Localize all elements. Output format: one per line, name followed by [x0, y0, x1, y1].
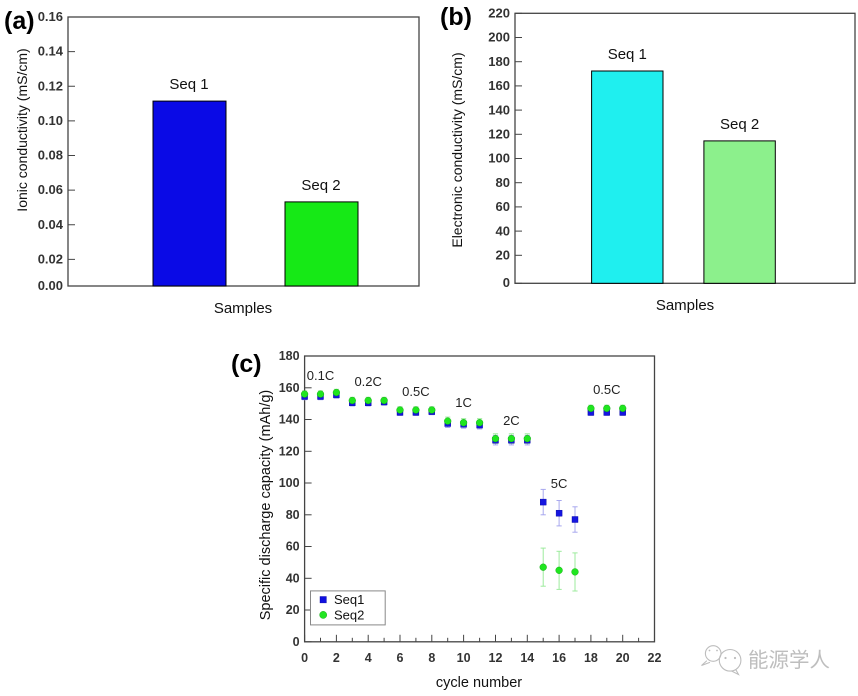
svg-text:cycle number: cycle number — [436, 675, 522, 691]
svg-text:0.16: 0.16 — [38, 9, 63, 24]
svg-text:Specific discharge capacity (m: Specific discharge capacity (mAh/g) — [258, 390, 274, 621]
svg-text:0.04: 0.04 — [38, 217, 64, 232]
svg-text:0.00: 0.00 — [38, 278, 63, 293]
svg-text:18: 18 — [584, 651, 598, 665]
svg-text:0.14: 0.14 — [38, 44, 64, 59]
svg-text:Seq 2: Seq 2 — [301, 177, 340, 194]
svg-text:0.02: 0.02 — [38, 251, 63, 266]
svg-text:16: 16 — [552, 651, 566, 665]
svg-text:Samples: Samples — [656, 297, 714, 314]
svg-text:0.12: 0.12 — [38, 78, 63, 93]
svg-text:180: 180 — [279, 349, 300, 363]
svg-text:(b): (b) — [440, 3, 472, 31]
svg-text:100: 100 — [279, 476, 300, 490]
svg-text:Electronic conductivity (mS/cm: Electronic conductivity (mS/cm) — [449, 52, 465, 247]
svg-text:10: 10 — [457, 651, 471, 665]
svg-text:0.2C: 0.2C — [354, 374, 381, 389]
svg-text:20: 20 — [286, 603, 300, 617]
svg-text:2: 2 — [333, 651, 340, 665]
svg-text:Seq1: Seq1 — [334, 592, 364, 607]
svg-text:4: 4 — [365, 651, 372, 665]
svg-text:2C: 2C — [503, 413, 520, 428]
svg-text:120: 120 — [488, 127, 510, 142]
svg-text:180: 180 — [488, 54, 510, 69]
svg-text:200: 200 — [488, 30, 510, 45]
svg-text:60: 60 — [286, 540, 300, 554]
svg-text:220: 220 — [488, 6, 510, 21]
svg-text:60: 60 — [496, 199, 510, 214]
svg-text:Ionic conductivity (mS/cm): Ionic conductivity (mS/cm) — [14, 48, 30, 211]
svg-text:22: 22 — [648, 651, 662, 665]
svg-text:40: 40 — [496, 223, 510, 238]
svg-text:20: 20 — [616, 651, 630, 665]
svg-text:0.5C: 0.5C — [593, 382, 620, 397]
svg-text:0.1C: 0.1C — [307, 368, 334, 383]
svg-text:1C: 1C — [455, 395, 472, 410]
svg-text:140: 140 — [488, 102, 510, 117]
svg-text:0.08: 0.08 — [38, 148, 63, 163]
svg-text:Seq2: Seq2 — [334, 608, 364, 623]
svg-text:0.06: 0.06 — [38, 182, 63, 197]
svg-text:0: 0 — [503, 275, 510, 290]
svg-text:8: 8 — [428, 651, 435, 665]
svg-text:120: 120 — [279, 445, 300, 459]
svg-text:12: 12 — [489, 651, 503, 665]
svg-text:0: 0 — [293, 635, 300, 649]
svg-text:Samples: Samples — [214, 300, 272, 317]
svg-text:14: 14 — [520, 651, 534, 665]
svg-text:(c): (c) — [231, 350, 262, 378]
svg-text:20: 20 — [496, 248, 510, 263]
svg-text:0.5C: 0.5C — [402, 384, 429, 399]
svg-text:160: 160 — [488, 78, 510, 93]
svg-text:80: 80 — [286, 508, 300, 522]
svg-text:5C: 5C — [551, 476, 568, 491]
svg-text:0.10: 0.10 — [38, 113, 63, 128]
svg-text:(a): (a) — [4, 7, 35, 35]
svg-text:6: 6 — [397, 651, 404, 665]
svg-text:0: 0 — [301, 651, 308, 665]
svg-text:80: 80 — [496, 175, 510, 190]
svg-text:Seq 1: Seq 1 — [608, 46, 647, 63]
svg-text:40: 40 — [286, 572, 300, 586]
svg-text:Seq 1: Seq 1 — [169, 76, 208, 93]
svg-text:100: 100 — [488, 151, 510, 166]
svg-text:Seq 2: Seq 2 — [720, 116, 759, 133]
svg-text:140: 140 — [279, 413, 300, 427]
svg-text:160: 160 — [279, 381, 300, 395]
